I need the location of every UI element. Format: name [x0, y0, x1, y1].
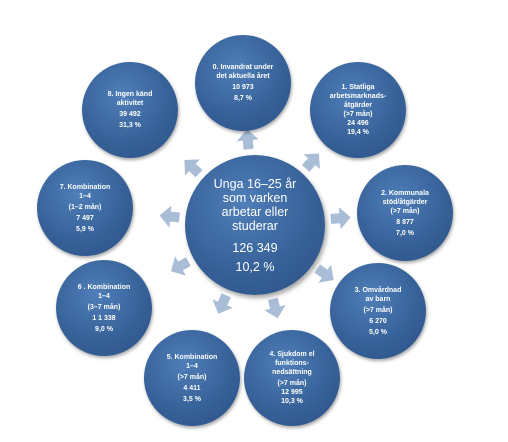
node-label-line: 4. Sjukdom el	[269, 351, 315, 358]
node-number: 24 496	[347, 120, 369, 127]
node-number: 12 995	[281, 389, 303, 396]
node-label-line: (>7 mån)	[363, 306, 393, 314]
node-label-line: 5. Kombination	[166, 353, 218, 361]
node-label-line: arbetsmarknads-	[329, 93, 387, 100]
arrow-to-node-8	[184, 159, 203, 178]
node-label-line: (3–7 mån)	[87, 303, 121, 311]
node-label-line: 1–4	[186, 362, 198, 370]
node-5-circle: 5. Kombination 1–4 (>7 mån) 4 411 3,5 %	[144, 330, 240, 426]
node-label-line: av barn	[365, 295, 391, 303]
node-number: 4 411	[183, 384, 201, 392]
center-number: 126 349	[232, 240, 278, 255]
node-label-line: 3. Omvårdnad	[354, 286, 402, 294]
node-label-line: 8. Ingen känd	[107, 91, 153, 98]
node-percent: 8,7 %	[234, 95, 252, 102]
arrow-to-node-5	[212, 293, 233, 314]
node-label-line: 1. Statliga	[341, 84, 375, 91]
node-percent: 7,0 %	[396, 229, 414, 237]
node-number: 39 492	[119, 111, 141, 118]
node-label-line: nedsättning	[272, 369, 312, 376]
arrow-to-node-3	[314, 264, 334, 283]
node-percent: 5,0 %	[369, 328, 387, 336]
node-label-line: 1–4	[79, 192, 91, 200]
node-1-circle: 1. Statliga arbetsmarknads- åtgärder (>7…	[310, 62, 406, 158]
arrow-to-node-2	[330, 207, 351, 230]
node-percent: 19,4 %	[347, 129, 369, 136]
center-percent: 10,2 %	[235, 259, 275, 274]
node-6-circle: 6 . Kombination 1–4 (3–7 mån) 1 1 338 9,…	[56, 260, 152, 356]
node-label-line: (1–2 mån)	[68, 203, 102, 211]
node-label-line: det aktuella året	[216, 73, 270, 80]
node-label-line: funktions-	[275, 360, 309, 367]
node-label-line: (>7 mån)	[343, 111, 373, 118]
node-label-line: 1–4	[98, 292, 110, 300]
arrow-to-node-7	[159, 205, 180, 228]
arrow-to-node-4	[264, 297, 286, 319]
node-3-circle: 3. Omvårdnad av barn (>7 mån) 6 270 5,0 …	[330, 263, 426, 359]
node-number: 7 497	[76, 214, 94, 222]
node-8-circle: 8. Ingen känd aktivitet 39 492 31,3 %	[82, 62, 178, 158]
node-label-line: 0. Invandrat under	[212, 64, 274, 71]
node-percent: 5,9 %	[76, 225, 94, 233]
node-percent: 10,3 %	[281, 398, 303, 405]
node-label-line: åtgärder	[343, 102, 372, 109]
node-label-line: aktivitet	[116, 100, 144, 107]
node-label-line: 6 . Kombination	[77, 283, 131, 291]
node-percent: 31,3 %	[119, 122, 141, 129]
node-label-line: 7. Kombination	[59, 183, 111, 191]
node-number: 8 877	[396, 218, 414, 226]
node-number: 6 270	[369, 317, 387, 325]
node-label-line: (>7 mån)	[177, 373, 207, 381]
node-label-line: (>7 mån)	[390, 207, 420, 215]
arrow-to-node-6	[170, 256, 191, 276]
node-percent: 9,0 %	[95, 325, 113, 333]
node-number: 1 1 338	[92, 314, 116, 322]
node-label-line: stöd/åtgärder	[382, 198, 428, 206]
node-label-line: (>7 mån)	[277, 380, 307, 387]
node-2-circle: 2. Kommunala stöd/åtgärder (>7 mån) 8 87…	[357, 165, 453, 261]
center-label-line: som varken	[222, 190, 288, 205]
arrow-to-node-0	[236, 129, 259, 150]
center-label-line: Unga 16–25 år	[213, 176, 297, 191]
center-label-line: studerar	[232, 218, 278, 233]
center-label-line: arbetar eller	[221, 204, 289, 219]
node-label-line: 2. Kommunala	[381, 189, 429, 197]
center-circle: Unga 16–25 år som varken arbetar eller s…	[185, 155, 325, 295]
arrow-to-node-1	[302, 153, 320, 172]
node-4-circle: 4. Sjukdom el funktions- nedsättning (>7…	[244, 330, 340, 426]
node-7-circle: 7. Kombination 1–4 (1–2 mån) 7 497 5,9 %	[37, 160, 133, 256]
node-0-circle: 0. Invandrat under det aktuella året 10 …	[195, 35, 291, 131]
node-percent: 3,5 %	[183, 395, 201, 403]
node-number: 10 973	[232, 84, 254, 91]
